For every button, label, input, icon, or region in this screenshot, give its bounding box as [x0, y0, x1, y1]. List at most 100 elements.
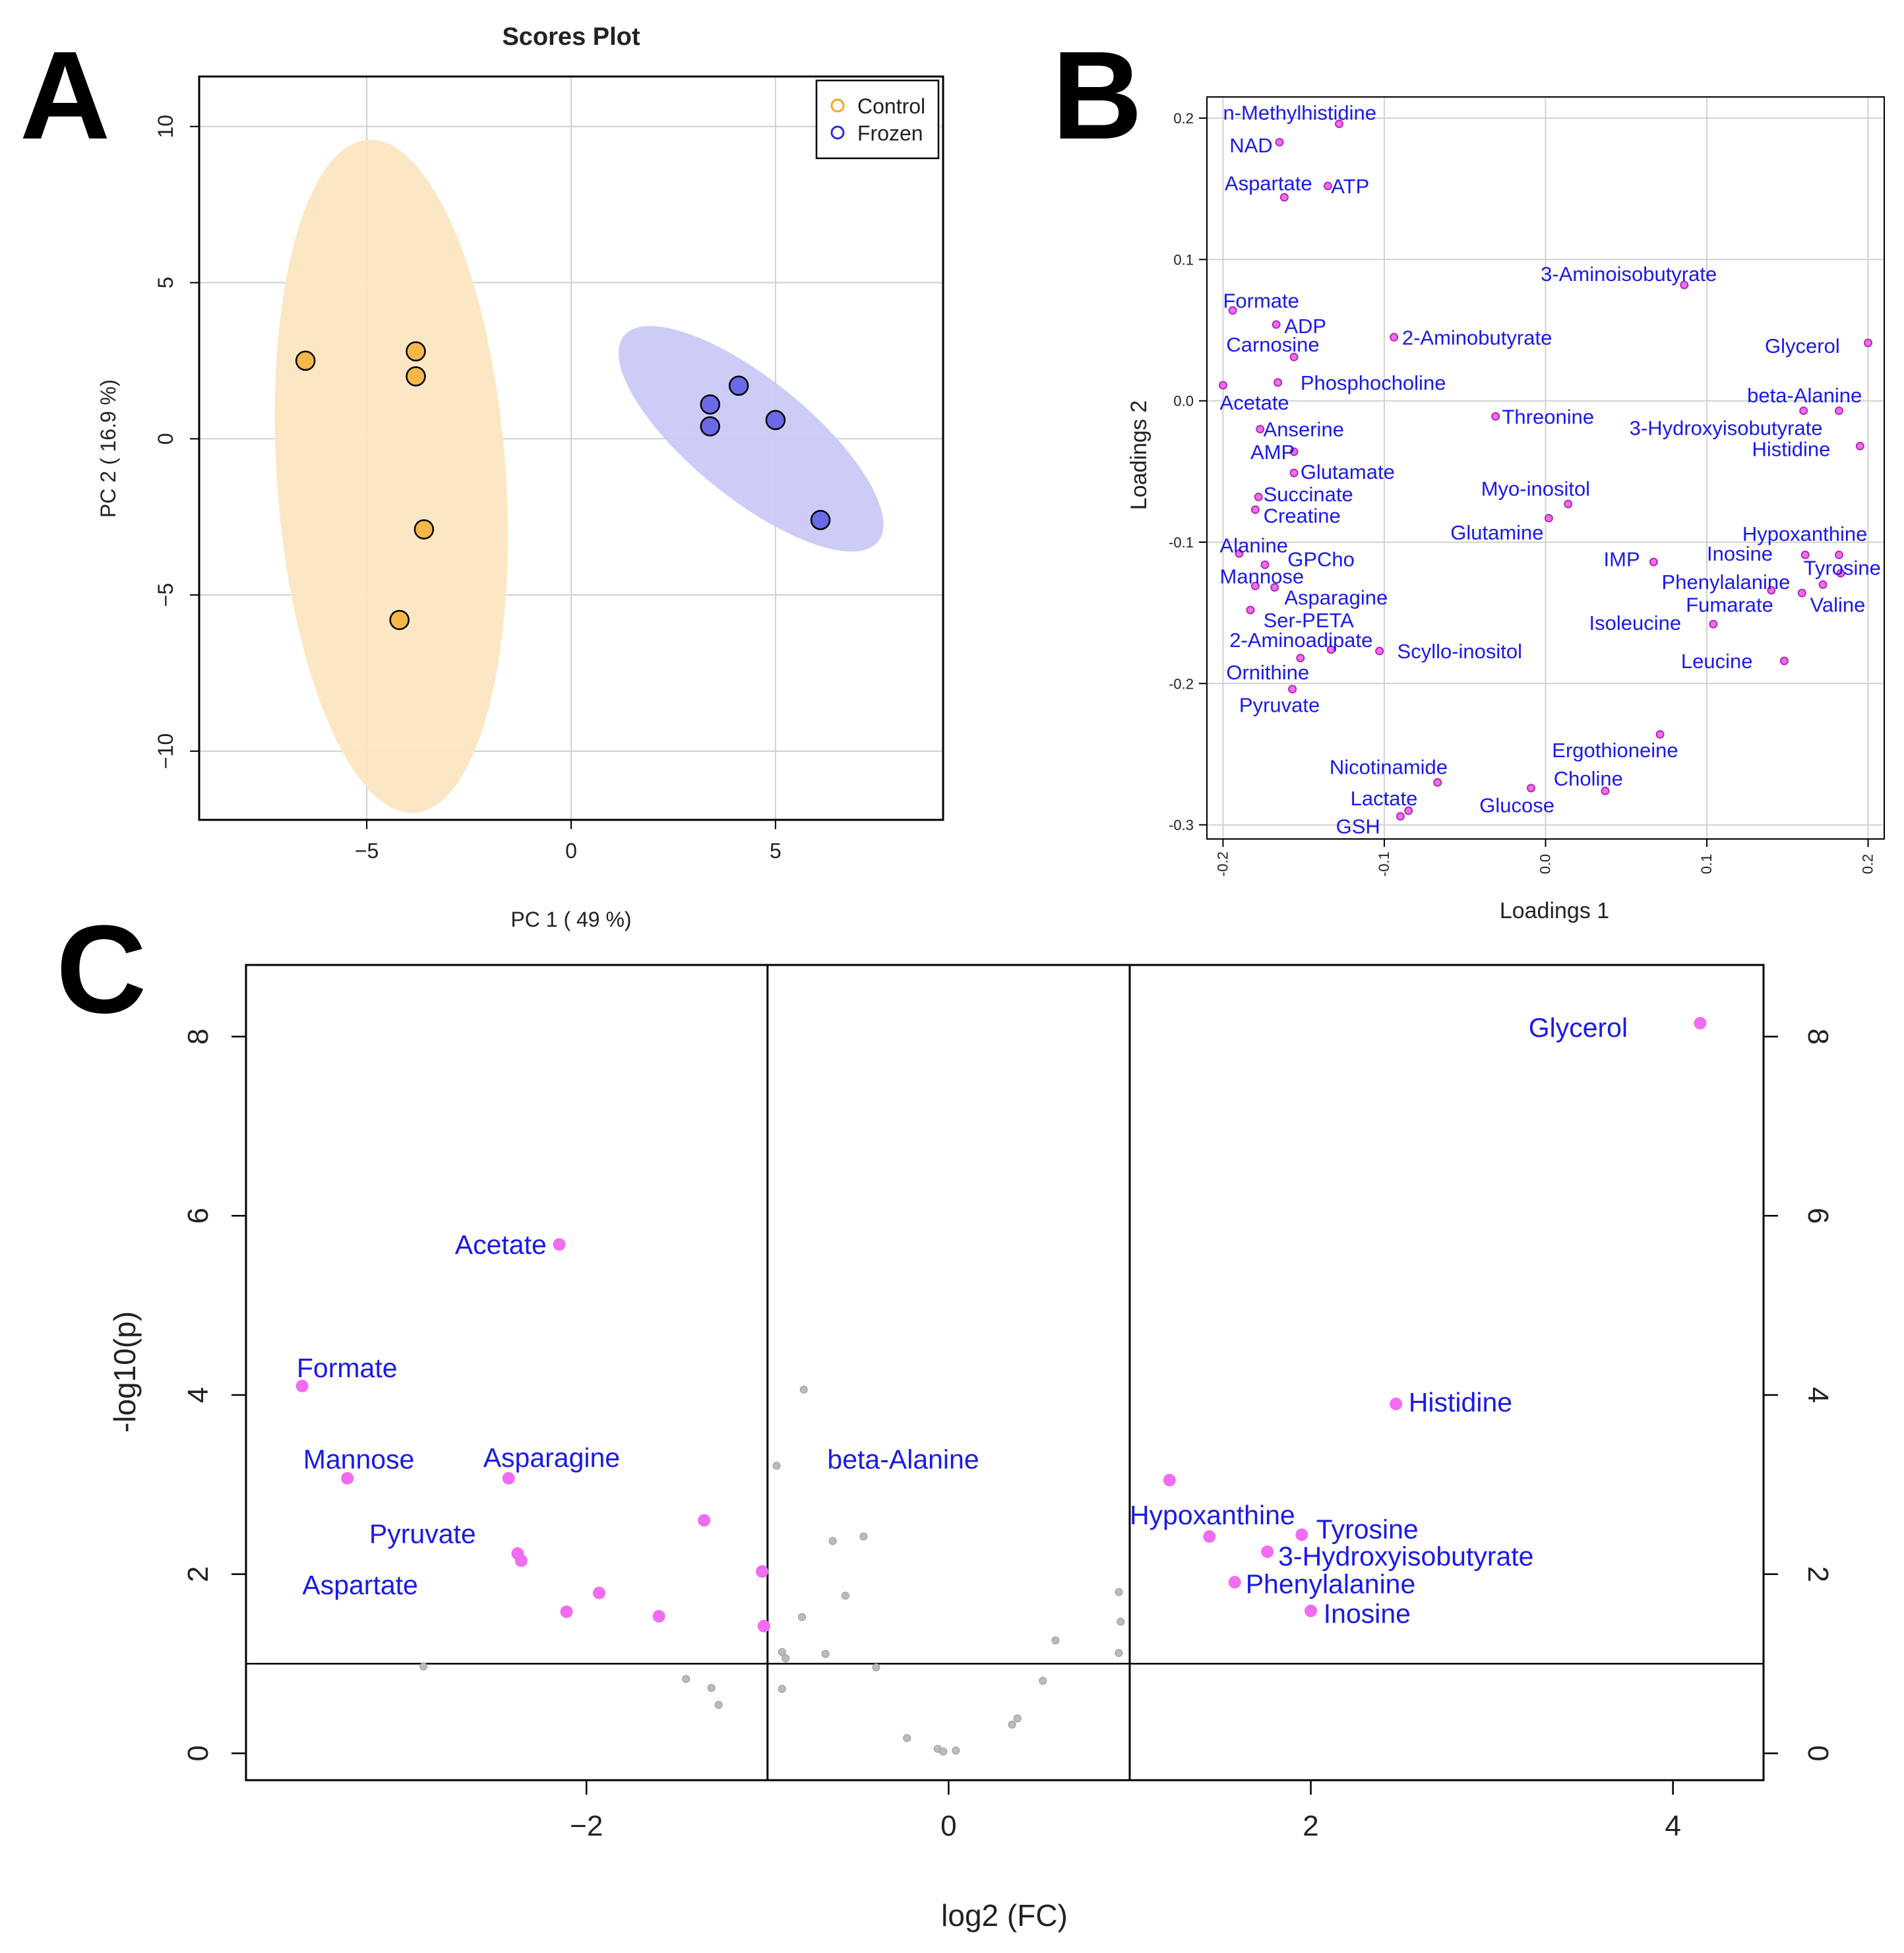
c-x-axis: −2 0 2 4 — [570, 1780, 1681, 1842]
c-point-label: Histidine — [1409, 1387, 1512, 1417]
b-point — [1835, 550, 1844, 559]
b-point — [1835, 406, 1844, 416]
c-xtick-label: 4 — [1665, 1810, 1680, 1842]
b-point — [1228, 306, 1237, 315]
a-point-control — [389, 609, 410, 631]
b-point — [1272, 320, 1281, 329]
c-point-nonsignificant — [714, 1700, 723, 1709]
b-point-label: Valine — [1810, 593, 1866, 616]
c-point-significant — [1203, 1530, 1216, 1543]
c-ytick-label-right: 0 — [1802, 1745, 1834, 1761]
b-point-label: 3-Aminoisobutyrate — [1541, 263, 1717, 286]
b-point-label: Ornithine — [1226, 661, 1309, 684]
b-point-label: ATP — [1331, 175, 1369, 198]
a-legend-box — [815, 79, 940, 160]
b-ytick-label: -0.1 — [1169, 534, 1194, 551]
a-ellipse-control — [274, 139, 508, 813]
a-legend-control-marker — [830, 98, 845, 113]
b-point — [1836, 569, 1845, 578]
b-point — [1323, 181, 1332, 191]
c-point-nonsignificant — [1115, 1588, 1123, 1596]
c-point-nonsignificant — [707, 1684, 716, 1692]
a-title: Scores Plot — [502, 23, 640, 51]
c-point-nonsignificant — [821, 1650, 830, 1658]
b-point — [1799, 406, 1808, 416]
a-ytick-label: 5 — [154, 277, 177, 289]
b-point-label: Anserine — [1264, 418, 1344, 441]
c-point-nonsignificant — [772, 1462, 781, 1470]
a-x-label: PC 1 ( 49 %) — [510, 908, 631, 931]
volcano-plot: Glycerol Acetate Formate Histidine Mannose As… — [107, 964, 1834, 1933]
c-point-significant — [514, 1554, 528, 1567]
b-y-axis: -0.3 -0.2 -0.1 0.0 0.1 0.2 — [1169, 110, 1207, 834]
c-point-label: Asparagine — [483, 1442, 620, 1473]
c-point-label: Hypoxanthine — [1130, 1500, 1295, 1530]
c-point-significant — [1295, 1528, 1308, 1541]
c-ytick-label-left: 8 — [182, 1028, 214, 1044]
c-point-significant — [560, 1605, 573, 1619]
b-point-label: Threonine — [1502, 405, 1594, 428]
c-point-label: Tyrosine — [1316, 1514, 1419, 1545]
a-legend-control: Control — [857, 94, 925, 118]
b-point — [1250, 505, 1260, 514]
b-point — [1289, 352, 1299, 361]
c-y-axis: 0 0 2 2 4 4 6 6 8 8 — [182, 1028, 1834, 1761]
c-point-nonsignificant — [797, 1613, 806, 1621]
b-point — [1779, 656, 1789, 666]
a-point-frozen — [765, 410, 786, 431]
b-point — [1296, 654, 1305, 663]
c-point-significant — [341, 1472, 354, 1485]
b-point-label: Fumarate — [1686, 593, 1773, 616]
b-point-label: beta-Alanine — [1747, 384, 1862, 407]
b-point — [1218, 381, 1227, 390]
b-point — [1390, 332, 1399, 342]
c-point-nonsignificant — [872, 1663, 880, 1671]
c-plot-frame — [245, 964, 1765, 1782]
c-xtick-label: 0 — [940, 1810, 956, 1842]
b-point — [1275, 138, 1284, 147]
b-point-label: Glycerol — [1765, 334, 1840, 357]
b-points: n-Methylhistidine NAD Aspartate ATP 3-Aminoi… — [1218, 102, 1881, 838]
b-point — [1250, 581, 1260, 590]
b-point — [1544, 514, 1553, 523]
b-point — [1274, 378, 1283, 387]
b-point-label: 3-Hydroxyisobutyrate — [1630, 416, 1823, 439]
b-point — [1491, 412, 1500, 421]
b-point-label: Leucine — [1681, 650, 1753, 673]
a-x-axis: −5 0 5 — [355, 820, 782, 863]
b-point-label: Succinate — [1264, 483, 1353, 506]
b-point-label: 2-Aminobutyrate — [1402, 326, 1552, 349]
b-point-label: Glucose — [1479, 794, 1554, 817]
b-ytick-label: 0.0 — [1173, 393, 1194, 410]
c-xtick-label: 2 — [1303, 1810, 1318, 1842]
c-point-nonsignificant — [1117, 1617, 1125, 1626]
c-point-significant — [1163, 1473, 1176, 1487]
c-ytick-label-right: 6 — [1802, 1208, 1834, 1224]
b-point-label: Myo-inositol — [1481, 478, 1590, 501]
b-point-label: Hypoxanthine — [1742, 522, 1868, 545]
panel-letter-a: A — [20, 26, 110, 166]
b-point — [1864, 338, 1873, 348]
c-point-nonsignificant — [778, 1685, 786, 1693]
c-ytick-label-right: 2 — [1802, 1566, 1834, 1582]
a-ellipses — [274, 139, 884, 813]
c-point-nonsignificant — [952, 1747, 960, 1755]
b-point-label: Pyruvate — [1239, 693, 1320, 716]
c-point-label: Mannose — [303, 1444, 415, 1475]
c-point-nonsignificant — [903, 1734, 911, 1743]
b-point-label: Choline — [1554, 767, 1623, 790]
b-point — [1375, 646, 1384, 656]
b-x-axis: -0.2 -0.1 0.0 0.1 0.2 — [1214, 839, 1876, 877]
c-point-nonsignificant — [799, 1385, 808, 1394]
b-point-label: Tyrosine — [1804, 557, 1881, 580]
c-point-significant — [502, 1472, 515, 1485]
b-point-label: Mannose — [1220, 565, 1305, 588]
b-ytick-label: 0.1 — [1173, 251, 1194, 268]
c-point-label: Glycerol — [1529, 1012, 1628, 1043]
c-point-nonsignificant — [1039, 1677, 1047, 1685]
b-point — [1289, 447, 1299, 456]
b-point — [1260, 560, 1270, 569]
b-point-label: Alanine — [1220, 534, 1288, 557]
a-points — [295, 341, 831, 631]
